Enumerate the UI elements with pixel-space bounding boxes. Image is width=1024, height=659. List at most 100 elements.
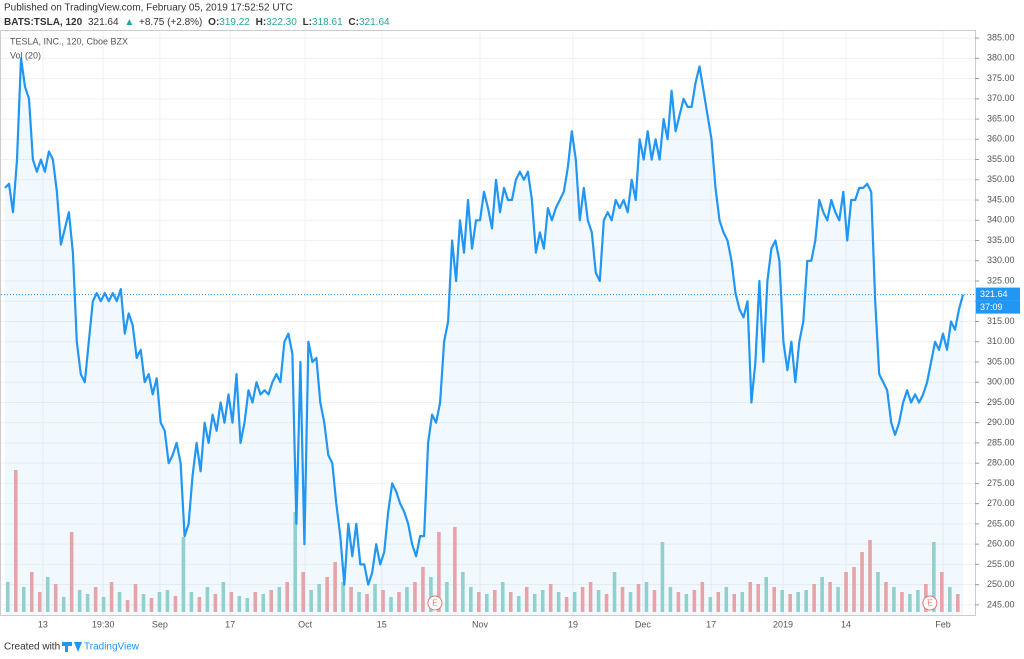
volume-bar	[389, 597, 393, 612]
volume-bar	[437, 532, 441, 612]
volume-bar	[772, 587, 776, 612]
volume-bar	[604, 594, 609, 612]
volume-bar	[764, 577, 769, 612]
volume-bar	[253, 592, 258, 612]
volume-bar	[796, 592, 800, 612]
volume-bar	[365, 594, 369, 612]
volume-bar	[445, 582, 449, 612]
volume-title: Vol (20)	[10, 50, 41, 60]
y-tick-label: 385.00	[987, 32, 1015, 42]
volume-bar	[245, 598, 250, 612]
volume-bar	[908, 594, 912, 612]
logo	[62, 642, 82, 652]
volume-bar	[21, 587, 26, 612]
volume-bar	[85, 594, 90, 612]
ohlc-value: 319.22	[219, 17, 250, 28]
y-tick-label: 255.00	[987, 559, 1015, 569]
y-tick-label: 335.00	[987, 235, 1015, 245]
volume-bar	[77, 590, 82, 612]
volume-bar	[756, 584, 761, 612]
volume-bar	[524, 587, 529, 612]
volume-bar	[133, 584, 138, 612]
volume-bar	[900, 592, 904, 612]
volume-bar	[157, 592, 162, 612]
ohlc-label: L:	[303, 17, 312, 28]
y-tick-label: 355.00	[987, 154, 1015, 164]
volume-bar	[708, 597, 713, 612]
volume-bar	[13, 470, 18, 612]
y-tick-label: 345.00	[987, 194, 1015, 204]
volume-bar	[373, 584, 377, 612]
ohlc-value: 322.30	[266, 17, 297, 28]
volume-bar	[469, 587, 473, 612]
last: 321.64	[88, 17, 119, 28]
volume-bar	[580, 587, 585, 612]
volume-bar	[181, 537, 186, 612]
volume-bar	[692, 590, 697, 612]
y-tick-label: 260.00	[987, 539, 1015, 549]
volume-bar	[540, 590, 545, 612]
volume-bar	[293, 512, 297, 612]
volume-bar	[676, 592, 681, 612]
volume-bar	[636, 584, 641, 612]
volume-bar	[868, 540, 872, 612]
y-tick-label: 245.00	[987, 599, 1015, 609]
volume-bar	[860, 552, 864, 612]
volume-bar	[916, 590, 920, 612]
y-tick-label: 305.00	[987, 356, 1015, 366]
volume-bar	[189, 592, 194, 612]
y-tick-label: 360.00	[987, 134, 1015, 144]
volume-bar	[836, 587, 840, 612]
x-tick-label: Nov	[472, 619, 489, 629]
plot-frame	[0, 30, 976, 616]
volume-bar	[125, 600, 130, 612]
volume-bar	[516, 596, 521, 612]
volume-bar	[748, 582, 753, 612]
volume-bar	[820, 577, 824, 612]
volume-bar	[141, 594, 146, 612]
volume-bar	[173, 596, 178, 612]
volume-bar	[564, 597, 569, 612]
symbol: BATS:TSLA, 120	[4, 17, 83, 28]
volume-bar	[588, 582, 593, 612]
volume-bar	[317, 584, 321, 612]
event-label: E	[432, 599, 437, 608]
x-tick-label: 14	[841, 619, 851, 629]
volume-bar	[149, 598, 154, 612]
volume-bar	[477, 592, 481, 612]
y-tick-label: 250.00	[987, 579, 1015, 589]
volume-bar	[700, 582, 705, 612]
volume-bar	[884, 582, 888, 612]
volume-bar	[6, 582, 10, 612]
y-tick-label: 340.00	[987, 215, 1015, 225]
x-tick-label: 17	[225, 619, 235, 629]
volume-bar	[628, 592, 633, 612]
ohlc-value: 318.61	[312, 17, 343, 28]
volume-bar	[117, 592, 122, 612]
ohlc-value: 321.64	[359, 17, 390, 28]
volume-bar	[309, 590, 313, 612]
volume-bar	[165, 590, 170, 612]
volume-bar	[405, 587, 409, 612]
y-tick-label: 315.00	[987, 316, 1015, 326]
x-tick-label: 19	[568, 619, 578, 629]
volume-bar	[333, 562, 337, 612]
volume-bar	[269, 590, 274, 612]
x-tick-label: Dec	[635, 619, 652, 629]
volume-bar	[421, 567, 425, 612]
volume-bar	[109, 582, 114, 612]
last-price-box	[976, 287, 1020, 301]
volume-bar	[788, 594, 792, 612]
volume-bar	[620, 587, 625, 612]
volume-bar	[69, 532, 74, 612]
event-label: E	[927, 599, 932, 608]
arrow: ▲	[124, 17, 134, 28]
published-note: Published on TradingView.com, February 0…	[4, 3, 293, 14]
change: +8.75 (+2.8%)	[139, 17, 202, 28]
volume-bar	[940, 572, 944, 612]
volume-bar	[37, 592, 42, 612]
volume-bar	[612, 572, 617, 612]
volume-bar	[892, 587, 896, 612]
volume-bar	[724, 587, 729, 612]
volume-bar	[61, 597, 66, 612]
